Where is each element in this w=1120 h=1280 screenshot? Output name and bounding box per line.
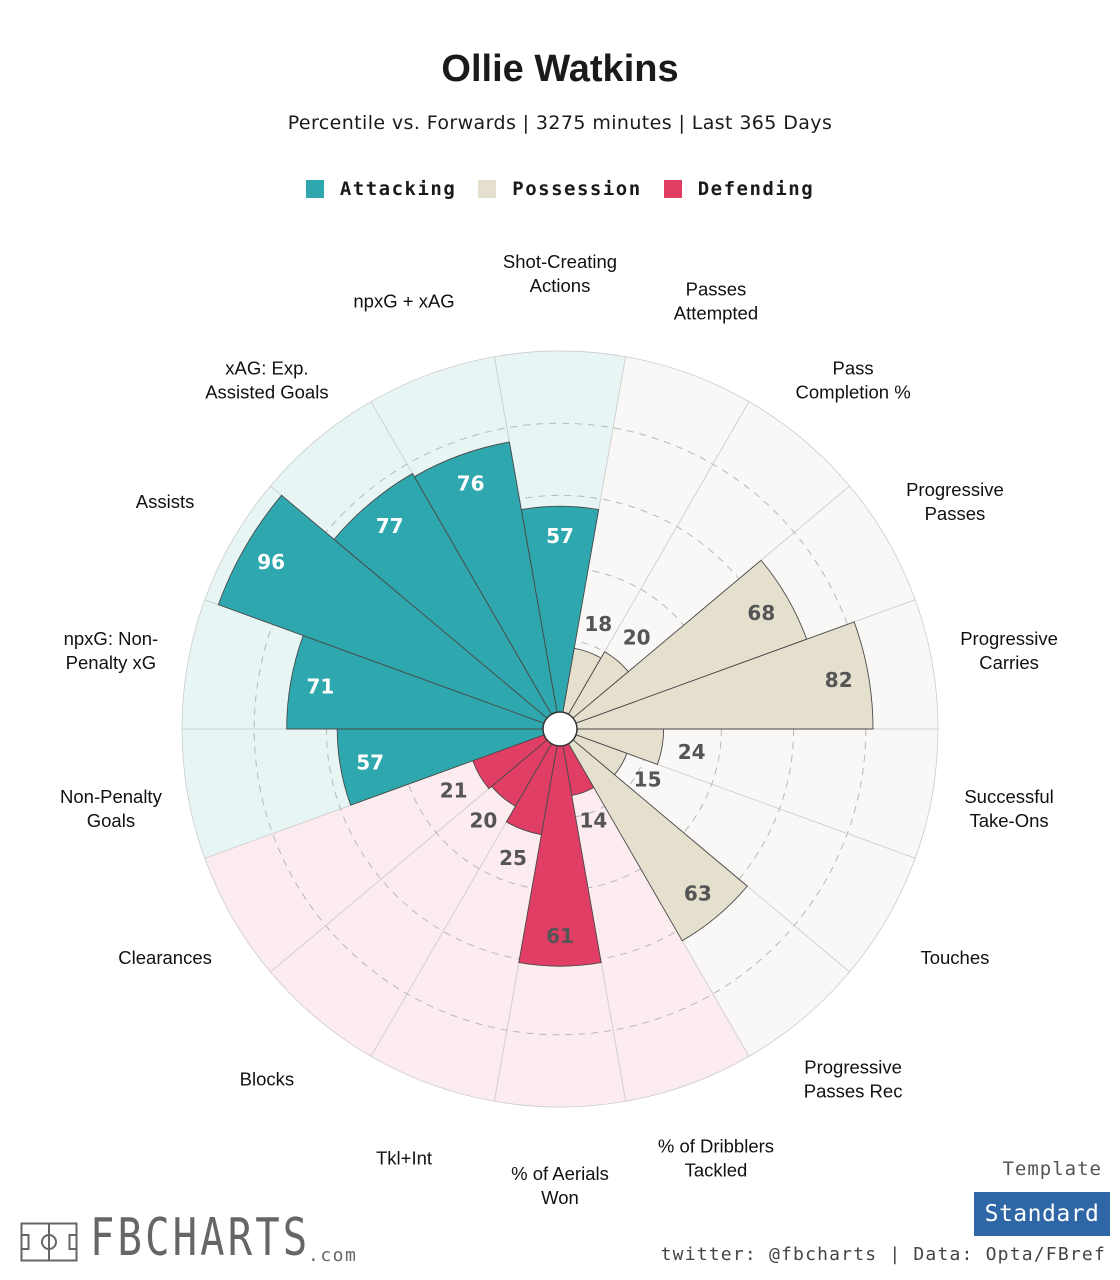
axis-label-successful-take-ons: Successful Take-Ons [964, 786, 1053, 831]
axis-label-of-aerials-won: % of Aerials Won [511, 1163, 609, 1208]
center-circle [542, 711, 578, 747]
value-label-tkl-int: 25 [499, 846, 527, 870]
axis-label-progressive-passes-rec: Progressive Passes Rec [804, 1056, 903, 1101]
axis-label-progressive-carries: Progressive Carries [960, 627, 1058, 672]
legend-label-possession: Possession [512, 178, 642, 200]
value-label-pass-completion: 20 [623, 626, 651, 650]
value-label-xag-exp-assisted-goals: 77 [376, 514, 404, 538]
value-label-npxg-xag: 76 [457, 471, 485, 495]
axis-label-shot-creating-actions: Shot-Creating Actions [503, 251, 617, 296]
axis-label-xag-exp-assisted-goals: xAG: Exp. Assisted Goals [205, 357, 328, 402]
pitch-icon [20, 1222, 78, 1262]
value-label-touches: 15 [634, 768, 662, 792]
legend-swatch-attacking [305, 180, 324, 198]
legend-swatch-defending [663, 180, 682, 198]
axis-label-clearances: Clearances [118, 947, 212, 968]
value-label-of-aerials-won: 61 [546, 924, 574, 948]
value-label-shot-creating-actions: 57 [546, 524, 574, 548]
value-label-assists: 96 [257, 550, 285, 574]
value-label-progressive-passes-rec: 63 [684, 881, 712, 905]
brand-suffix: .com [308, 1245, 358, 1266]
axis-label-non-penalty-goals: Non-Penalty Goals [60, 786, 163, 831]
credit-text: twitter: @fbcharts | Data: Opta/FBref [660, 1244, 1106, 1265]
brand-name: FBCHARTS [90, 1208, 311, 1268]
axis-label-of-dribblers-tackled: % of Dribblers Tackled [658, 1135, 774, 1180]
axis-label-npxg-xag: npxG + xAG [353, 290, 454, 311]
value-label-clearances: 21 [440, 778, 468, 802]
value-label-non-penalty-goals: 57 [356, 750, 384, 774]
legend-item-possession: Possession [478, 178, 641, 200]
value-label-npxg-non-penalty-xg: 71 [306, 675, 334, 699]
axis-label-assists: Assists [136, 491, 195, 512]
legend: Attacking Possession Defending [0, 178, 1120, 200]
legend-label-attacking: Attacking [339, 178, 457, 200]
axis-label-pass-completion: Pass Completion % [796, 357, 911, 402]
axis-label-touches: Touches [920, 947, 989, 968]
value-label-progressive-carries: 82 [825, 668, 853, 692]
axis-label-blocks: Blocks [240, 1068, 295, 1089]
legend-label-defending: Defending [697, 178, 815, 200]
axis-label-progressive-passes: Progressive Passes [906, 479, 1004, 524]
value-label-blocks: 20 [469, 808, 497, 832]
template-button[interactable]: Standard [974, 1192, 1110, 1236]
chart-title: Ollie Watkins [441, 48, 679, 90]
brand-logo: FBCHARTS .com [20, 1208, 372, 1268]
value-label-passes-attempted: 18 [584, 612, 612, 636]
axis-label-npxg-non-penalty-xg: npxG: Non-Penalty xG [64, 627, 159, 672]
value-label-progressive-passes: 68 [747, 601, 775, 625]
axis-label-passes-attempted: Passes Attempted [674, 278, 758, 323]
legend-item-defending: Defending [663, 178, 815, 200]
value-label-successful-take-ons: 24 [678, 740, 706, 764]
value-label-of-dribblers-tackled: 14 [579, 809, 607, 833]
legend-item-attacking: Attacking [305, 178, 457, 200]
axis-label-tkl-int: Tkl+Int [376, 1147, 432, 1168]
template-label: Template [1002, 1158, 1102, 1180]
legend-swatch-possession [478, 180, 497, 198]
chart-subtitle: Percentile vs. Forwards | 3275 minutes |… [287, 112, 833, 134]
